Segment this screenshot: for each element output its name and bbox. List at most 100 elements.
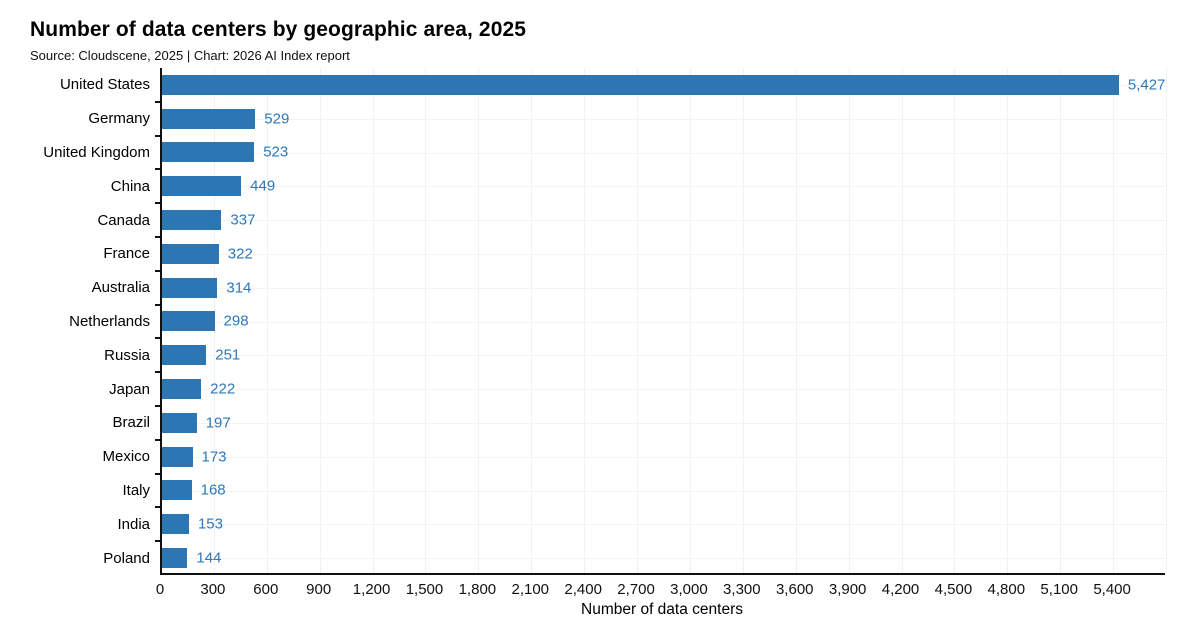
horizontal-gridline [162, 253, 1165, 255]
x-tick-label: 2,400 [564, 581, 602, 598]
vertical-gridline [901, 68, 903, 573]
bar-row: 337 [162, 203, 1165, 237]
bar-row: 529 [162, 102, 1165, 136]
x-tick-label: 5,400 [1093, 581, 1131, 598]
vertical-gridline [954, 68, 956, 573]
vertical-gridline [425, 68, 427, 573]
x-tick-label: 3,000 [670, 581, 708, 598]
y-axis-tick [155, 371, 160, 374]
bar-china [162, 176, 242, 197]
x-axis-tick-labels: 0 300 600 900 1,200 1,500 1,800 2,100 2,400 2,700… [156, 581, 1165, 601]
category-label: Italy [122, 481, 150, 499]
category-label: Japan [109, 380, 150, 398]
x-tick-label: 600 [253, 581, 279, 598]
bar-india [162, 514, 189, 535]
horizontal-gridline [162, 287, 1165, 289]
bar-mexico [162, 446, 193, 467]
value-label: 173 [201, 448, 227, 466]
bar-row: 144 [162, 541, 1165, 575]
category-label: Germany [88, 110, 150, 128]
value-label: 153 [197, 515, 223, 533]
category-label: United States [59, 76, 150, 94]
horizontal-gridline [162, 422, 1165, 424]
horizontal-gridline [162, 321, 1165, 323]
vertical-gridline [319, 68, 321, 573]
y-axis-tick [155, 134, 160, 137]
y-axis-tick [155, 236, 160, 238]
bar-canada [162, 210, 222, 231]
x-tick-label: 1,200 [352, 581, 391, 598]
horizontal-gridline [162, 152, 1165, 154]
category-label: China [110, 177, 150, 195]
x-tick-label: 2,100 [511, 581, 550, 598]
bar-row: 314 [162, 271, 1165, 305]
vertical-gridline [584, 68, 586, 573]
x-tick-label: 3,600 [775, 581, 814, 598]
x-tick-label: 4,800 [987, 581, 1026, 598]
bar-row: 153 [162, 507, 1165, 541]
vertical-gridline [1113, 68, 1115, 573]
horizontal-gridline [162, 186, 1165, 188]
category-label: Canada [97, 211, 150, 229]
vertical-gridline [848, 68, 850, 573]
value-label: 251 [215, 346, 241, 364]
y-axis-tick [155, 303, 160, 306]
bar-brazil [162, 412, 197, 433]
vertical-gridline [372, 68, 374, 573]
vertical-gridline [742, 68, 744, 573]
value-label: 337 [230, 211, 256, 229]
x-tick-label: 300 [200, 581, 226, 598]
value-label: 322 [227, 245, 253, 263]
horizontal-gridline [162, 118, 1165, 120]
value-label: 523 [263, 143, 289, 161]
value-label: 529 [264, 110, 290, 128]
y-axis-tick [155, 405, 160, 407]
category-label: Russia [104, 346, 150, 364]
vertical-gridline [531, 68, 533, 573]
bar-row: 251 [162, 338, 1165, 372]
category-label: Australia [91, 279, 150, 297]
value-label: 197 [205, 414, 231, 432]
x-tick-label: 4,200 [881, 581, 920, 598]
chart-title: Number of data centers by geographic are… [30, 18, 527, 41]
bar-row: 5,427 [162, 68, 1165, 102]
vertical-gridline [1060, 68, 1062, 573]
vertical-gridline [637, 68, 639, 573]
horizontal-gridline [162, 490, 1165, 492]
category-label: France [103, 245, 150, 263]
plot-area: 5,427 529 523 449 337 322 314 298 251 222 197 173 16… [155, 68, 1167, 575]
x-tick-label: 1,500 [405, 581, 444, 598]
vertical-gridline [1007, 68, 1009, 573]
value-label: 314 [226, 279, 252, 297]
x-tick-label: 2,700 [617, 581, 655, 598]
value-label: 168 [200, 481, 226, 499]
bar-france [162, 243, 219, 264]
horizontal-gridline [162, 524, 1165, 526]
y-axis-category-labels: United States Germany United Kingdom China C… [0, 68, 150, 575]
bar-row: 298 [162, 305, 1165, 339]
bar-row: 523 [162, 136, 1165, 170]
bar-row: 222 [162, 372, 1165, 406]
y-axis-tick [155, 472, 160, 475]
x-tick-label: 3,300 [723, 581, 761, 598]
bar-row: 322 [162, 237, 1165, 271]
x-tick-label: 0 [155, 581, 165, 598]
y-axis-tick [155, 202, 160, 205]
value-label: 298 [223, 312, 249, 330]
x-axis-title: Number of data centers [581, 601, 743, 618]
vertical-gridline [689, 68, 691, 573]
vertical-gridline [1166, 68, 1167, 573]
vertical-gridline [266, 68, 268, 573]
x-tick-label: 1,800 [458, 581, 497, 598]
chart-subtitle: Source: Cloudscene, 2025 | Chart: 2026 A… [30, 48, 350, 63]
value-label: 5,427 [1127, 76, 1166, 94]
vertical-gridline [795, 68, 797, 573]
value-label: 449 [250, 177, 276, 195]
x-tick-label: 900 [306, 581, 332, 598]
bar-row: 449 [162, 169, 1165, 203]
bar-australia [162, 277, 218, 298]
x-tick-label: 3,900 [828, 581, 867, 598]
category-label: Mexico [102, 448, 150, 466]
bar-japan [162, 379, 202, 400]
